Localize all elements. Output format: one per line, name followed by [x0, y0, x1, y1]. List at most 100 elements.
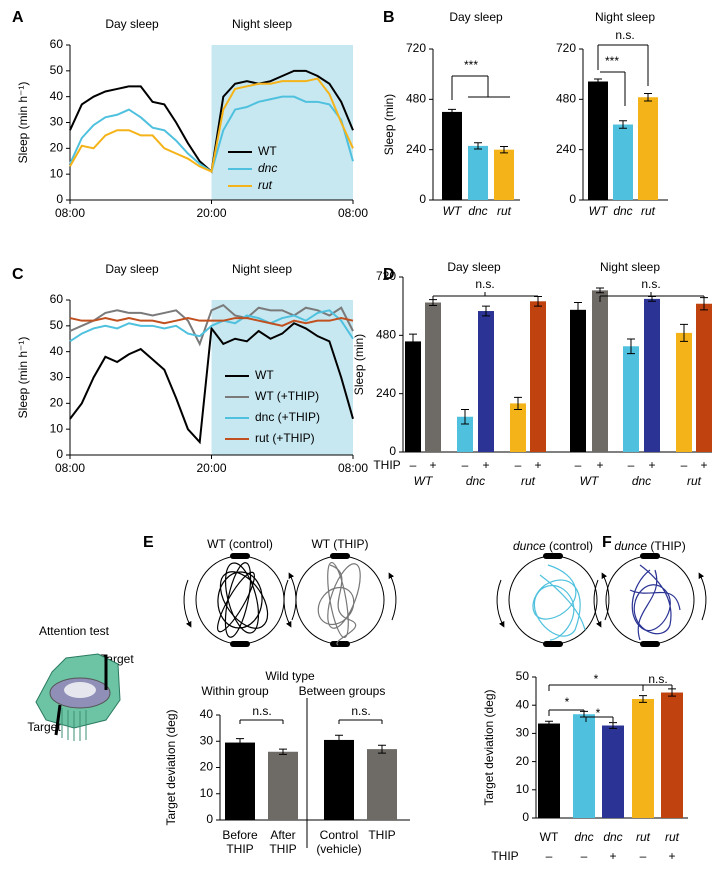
annotation: Night sleep	[232, 17, 292, 31]
wt-arenas: WT (control) WT (THIP)	[183, 537, 397, 647]
bar	[442, 111, 462, 200]
night-shade	[211, 45, 353, 200]
x-tick-label: WT	[443, 204, 463, 218]
y-tick-label: 240	[556, 142, 576, 156]
genotype: dunce	[513, 539, 546, 553]
arena	[195, 555, 285, 645]
target-label: Target	[27, 720, 61, 734]
group-label: WT	[580, 474, 600, 488]
bar	[405, 341, 421, 452]
arena	[295, 555, 385, 645]
x-tick-label: WT	[540, 830, 559, 844]
treatment-label: +	[596, 458, 603, 472]
significance: n.s.	[641, 277, 660, 291]
bar	[644, 298, 660, 452]
bar	[478, 311, 494, 452]
y-tick-label: 60	[50, 37, 64, 51]
error-bar	[619, 120, 627, 129]
y-tick-label: 10	[200, 786, 214, 800]
treatment-label: –	[462, 458, 469, 472]
series-line	[69, 77, 354, 174]
series-line	[69, 309, 354, 343]
y-tick-label: 60	[50, 292, 64, 306]
y-tick-label: 720	[406, 41, 426, 55]
y-tick-label: 10	[50, 166, 64, 180]
bar	[425, 302, 441, 452]
legend-label: dnc	[258, 161, 277, 175]
bar	[268, 751, 298, 820]
legend-label: WT	[255, 368, 274, 382]
significance: *	[594, 672, 599, 686]
treatment-label: –	[581, 849, 588, 863]
y-tick-label: 30	[200, 733, 214, 747]
treatment-label: +	[534, 458, 541, 472]
error-bar	[627, 338, 635, 355]
chart-title: Day sleep	[449, 10, 503, 24]
significance: n.s.	[648, 672, 667, 686]
error-bar	[448, 108, 456, 115]
significance: n.s.	[475, 277, 494, 291]
y-tick-label: 30	[50, 370, 64, 384]
attention-title: Attention test	[39, 624, 110, 638]
series-line	[69, 322, 354, 445]
significance-bracket	[585, 716, 614, 722]
condition: (THIP)	[650, 539, 685, 553]
panel-label: F	[602, 534, 612, 551]
x-tick-label: rut	[636, 830, 651, 844]
panel-label: B	[383, 9, 395, 26]
group-label: WT	[414, 474, 434, 488]
bar	[696, 303, 712, 452]
platform-center	[64, 682, 96, 698]
y-tick-label: 720	[376, 269, 396, 283]
bar	[661, 692, 683, 818]
x-tick-label: dnc	[603, 830, 622, 844]
y-tick-label: 30	[50, 115, 64, 129]
target-stripe	[54, 704, 62, 736]
trajectory	[217, 562, 269, 638]
legend-label: WT (+THIP)	[255, 389, 319, 403]
error-bar	[500, 146, 508, 154]
y-tick-label: 20	[200, 760, 214, 774]
y-axis-label: Sleep (min h⁻¹)	[16, 82, 30, 164]
y-tick-label: 720	[556, 41, 576, 55]
x-tick-label: THIP	[368, 828, 395, 842]
error-bar	[236, 738, 244, 747]
y-tick-label: 240	[406, 142, 426, 156]
rotation-arrow	[183, 579, 192, 628]
bar	[676, 332, 692, 452]
group-label: dnc	[466, 474, 485, 488]
significance: *	[596, 706, 601, 720]
rotation-arrow	[388, 572, 397, 621]
error-bar	[409, 333, 417, 350]
x-tick-label: 08:00	[55, 461, 85, 475]
x-tick-label: 08:00	[338, 461, 368, 475]
dunce-arenas: dunce (control) dunce (THIP)	[496, 539, 707, 647]
bar	[538, 723, 560, 818]
x-tick-label: THIP	[269, 842, 296, 856]
treatment-label: +	[700, 458, 707, 472]
rotation-arrow	[698, 572, 707, 621]
group-label: dnc	[632, 474, 651, 488]
trajectory	[629, 564, 681, 641]
mount	[543, 553, 563, 559]
y-tick-label: 20	[516, 754, 530, 768]
significance-bracket	[599, 292, 705, 302]
x-tick-label: Before	[222, 828, 258, 842]
error-bar	[461, 408, 469, 425]
row-label: THIP	[373, 458, 400, 472]
rotation-arrow	[283, 579, 292, 628]
y-axis-label: Target deviation (deg)	[164, 709, 178, 825]
error-bar	[639, 695, 647, 703]
y-tick-label: 240	[376, 386, 396, 400]
rotation-arrow	[593, 579, 602, 628]
x-tick-label: 20:00	[196, 461, 226, 475]
significance-bracket	[597, 44, 649, 86]
error-bar	[545, 720, 553, 727]
legend-label: WT	[258, 144, 277, 158]
treatment-label: +	[668, 849, 675, 863]
panel-label: E	[143, 534, 154, 551]
bar	[588, 81, 608, 200]
treatment-label: –	[575, 458, 582, 472]
mount	[230, 641, 250, 647]
bar	[592, 290, 608, 452]
